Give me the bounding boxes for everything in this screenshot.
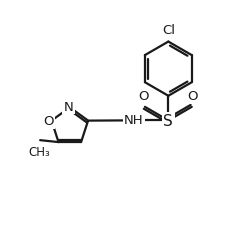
Text: N: N bbox=[64, 100, 73, 113]
Text: O: O bbox=[138, 90, 149, 103]
Text: Cl: Cl bbox=[162, 24, 175, 37]
Text: NH: NH bbox=[124, 113, 144, 126]
Text: CH₃: CH₃ bbox=[28, 145, 50, 158]
Text: S: S bbox=[163, 114, 173, 128]
Text: O: O bbox=[43, 115, 54, 128]
Text: O: O bbox=[188, 90, 198, 103]
